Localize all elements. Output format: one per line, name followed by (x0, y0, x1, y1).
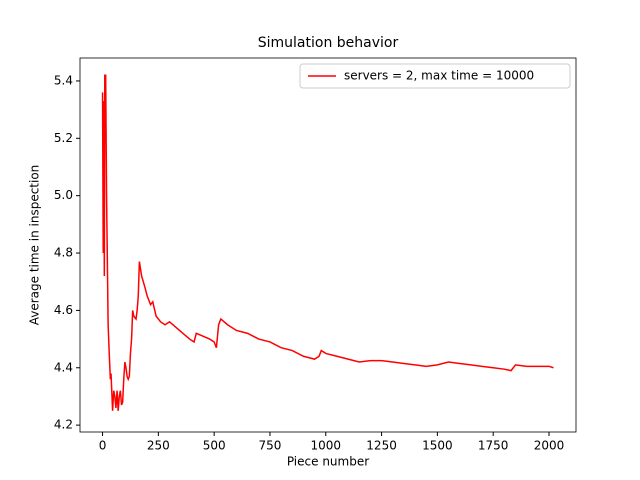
x-tick-label: 750 (259, 439, 282, 453)
data-line (101, 74, 554, 411)
y-tick-label: 4.8 (54, 246, 73, 260)
y-tick-label: 5.0 (54, 188, 73, 202)
x-tick-label: 1500 (422, 439, 453, 453)
x-tick-label: 2000 (534, 439, 565, 453)
legend-label: servers = 2, max time = 10000 (344, 69, 534, 83)
y-axis-label: Average time in inspection (28, 165, 42, 326)
y-tick-label: 4.4 (54, 360, 73, 374)
x-tick-label: 1250 (366, 439, 397, 453)
chart-title: Simulation behavior (258, 35, 399, 51)
y-tick-label: 4.6 (54, 303, 73, 317)
x-tick-label: 1000 (310, 439, 341, 453)
y-tick-label: 5.2 (54, 131, 73, 145)
x-tick-label: 250 (147, 439, 170, 453)
plot-frame (79, 57, 577, 433)
x-tick-label: 0 (99, 439, 107, 453)
x-tick-label: 1750 (478, 439, 509, 453)
y-tick-label: 5.4 (54, 73, 73, 87)
y-tick-label: 4.2 (54, 418, 73, 432)
legend-box (299, 63, 571, 89)
x-axis-label: Piece number (287, 455, 369, 469)
x-tick-label: 500 (203, 439, 226, 453)
